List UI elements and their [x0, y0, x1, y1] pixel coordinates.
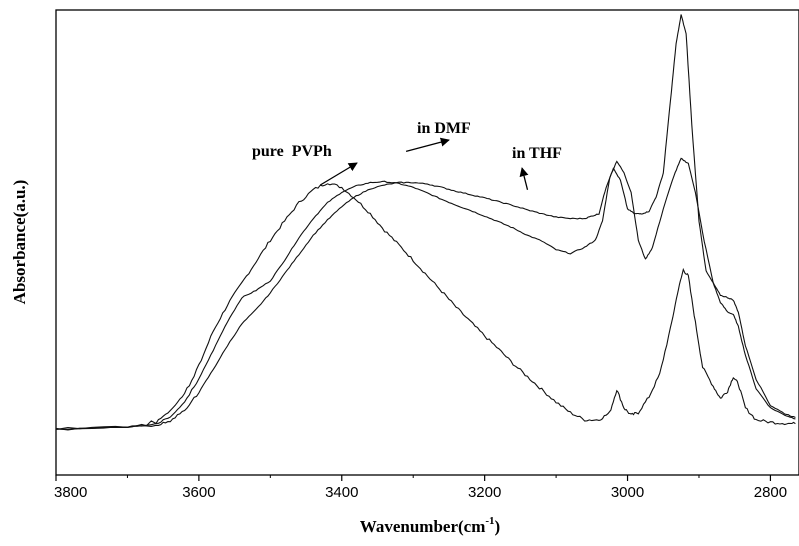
annotation-arrow: [319, 162, 358, 186]
annotation-label: in DMF: [417, 120, 471, 137]
x-axis-title: Wavenumber(cm-1): [360, 515, 500, 536]
series-line-1: [55, 183, 796, 431]
series-line-2: [55, 157, 796, 430]
x-tick-label: 3000: [611, 484, 644, 501]
x-axis-title-close: ): [495, 517, 501, 536]
series-annotations: pure PVPh in DMF in THF: [252, 120, 562, 190]
annotation-arrow: [405, 137, 450, 153]
y-axis-title: Absorbance(a.u.): [10, 180, 29, 305]
annotation-label: pure PVPh: [252, 143, 332, 160]
plot-frame: [55, 9, 799, 476]
series-line-3: [55, 14, 796, 431]
annotation-label: in THF: [512, 145, 562, 162]
x-axis-ticks: 3800 3600 3400 3200 3000 2800: [54, 475, 787, 501]
x-tick-label: 3800: [54, 484, 87, 501]
x-tick-label: 3600: [182, 484, 215, 501]
annotation-arrow: [519, 167, 529, 190]
x-tick-label: 3200: [468, 484, 501, 501]
x-tick-label: 2800: [754, 484, 787, 501]
series-lines: [55, 14, 796, 431]
x-axis-title-main: Wavenumber(cm: [360, 517, 486, 536]
x-tick-label: 3400: [325, 484, 358, 501]
x-axis-title-sup: -1: [485, 515, 494, 527]
